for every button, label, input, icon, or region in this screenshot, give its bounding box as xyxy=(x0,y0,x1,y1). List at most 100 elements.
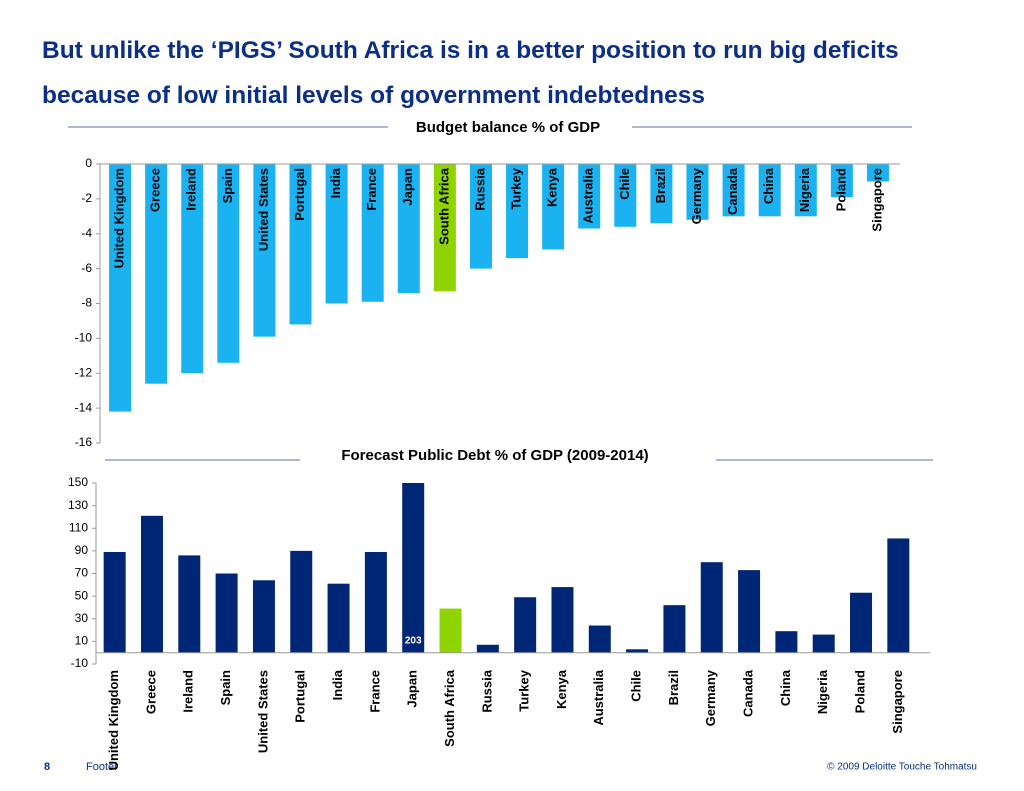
category-label: Greece xyxy=(143,670,158,714)
bar xyxy=(327,583,350,653)
category-label: United Kingdom xyxy=(106,670,121,770)
category-label: Canada xyxy=(741,669,756,717)
category-label: Spain xyxy=(218,670,233,705)
category-label: Greece xyxy=(148,168,163,212)
category-label: Singapore xyxy=(890,670,905,734)
category-label: Ireland xyxy=(184,168,199,211)
bar xyxy=(812,634,835,653)
category-label: Nigeria xyxy=(815,669,830,714)
bar xyxy=(145,164,168,384)
category-label: Brazil xyxy=(653,168,668,203)
category-label: Japan xyxy=(405,670,420,708)
y-tick-label: -6 xyxy=(81,261,92,275)
bar xyxy=(850,592,873,653)
y-tick-label: 130 xyxy=(68,498,88,512)
category-label: Australia xyxy=(591,669,606,725)
copyright: © 2009 Deloitte Touche Tohmatsu xyxy=(827,762,977,773)
category-label: France xyxy=(367,670,382,713)
y-tick-label: -10 xyxy=(75,331,93,345)
category-label: Portugal xyxy=(293,670,308,723)
category-label: Spain xyxy=(220,168,235,203)
bar xyxy=(775,631,798,653)
y-tick-label: 90 xyxy=(75,543,89,557)
y-tick-label: -2 xyxy=(81,191,92,205)
y-tick-label: 150 xyxy=(68,475,88,489)
category-label: Chile xyxy=(617,168,632,200)
bar xyxy=(588,625,611,653)
bar xyxy=(794,164,817,217)
category-label: Turkey xyxy=(508,167,523,209)
category-label: Russia xyxy=(479,669,494,712)
chart-title: Forecast Public Debt % of GDP (2009-2014… xyxy=(341,447,648,464)
bar xyxy=(542,164,565,250)
bar xyxy=(433,164,456,292)
bar xyxy=(700,562,723,653)
category-label: India xyxy=(330,669,345,700)
bar xyxy=(686,164,709,220)
bars xyxy=(109,164,889,412)
bar xyxy=(578,164,601,229)
category-label: Kenya xyxy=(545,167,560,207)
bars xyxy=(103,483,910,653)
slide-title: But unlike the ‘PIGS’ South Africa is in… xyxy=(42,37,899,109)
data-label: 203 xyxy=(405,635,422,646)
bar xyxy=(215,573,238,653)
bar xyxy=(289,164,312,325)
bar xyxy=(514,597,537,653)
category-label: South Africa xyxy=(436,167,451,245)
category-label: Japan xyxy=(400,168,415,206)
bar xyxy=(614,164,637,227)
bar xyxy=(469,164,492,269)
bar xyxy=(253,164,276,337)
bar xyxy=(103,552,126,653)
category-label: India xyxy=(328,167,343,198)
y-tick-label: -14 xyxy=(75,400,93,414)
bar xyxy=(109,164,132,412)
bar xyxy=(866,164,889,182)
bar xyxy=(439,608,462,653)
bar xyxy=(361,164,384,302)
category-label: Chile xyxy=(629,670,644,702)
category-label: Australia xyxy=(581,167,596,223)
y-tick-label: -16 xyxy=(75,435,93,449)
bar xyxy=(140,515,163,653)
y-tick-label: 10 xyxy=(75,634,89,648)
bar xyxy=(830,164,853,198)
page-number: 8 xyxy=(44,761,50,773)
category-label: China xyxy=(761,167,776,204)
category-label: Canada xyxy=(725,167,740,215)
y-tick-label: -4 xyxy=(81,226,92,240)
category-label: Brazil xyxy=(666,670,681,705)
category-label: United Kingdom xyxy=(111,168,126,268)
y-tick-label: 70 xyxy=(75,566,89,580)
category-label: United States xyxy=(256,168,271,251)
y-tick-label: 30 xyxy=(75,611,89,625)
bar xyxy=(650,164,673,224)
bar xyxy=(364,552,387,653)
category-label: Germany xyxy=(703,669,718,726)
bar xyxy=(758,164,781,217)
bar xyxy=(887,538,910,653)
category-label: Turkey xyxy=(517,669,532,711)
chart-title: Budget balance % of GDP xyxy=(416,119,600,136)
category-label: Singapore xyxy=(869,168,884,232)
bar xyxy=(506,164,529,259)
category-label: Germany xyxy=(689,167,704,224)
bar xyxy=(181,164,204,374)
bar xyxy=(626,649,649,653)
category-label: Poland xyxy=(852,670,867,713)
bar xyxy=(476,644,499,653)
category-label: Nigeria xyxy=(797,167,812,212)
category-label: South Africa xyxy=(442,669,457,747)
category-label: China xyxy=(778,669,793,706)
y-tick-label: -8 xyxy=(81,296,92,310)
bar xyxy=(290,550,313,653)
category-label: Russia xyxy=(472,167,487,210)
bar xyxy=(325,164,348,304)
y-tick-label: 50 xyxy=(75,588,89,602)
bar xyxy=(397,164,420,294)
category-label: Poland xyxy=(833,168,848,211)
bar xyxy=(551,587,574,653)
